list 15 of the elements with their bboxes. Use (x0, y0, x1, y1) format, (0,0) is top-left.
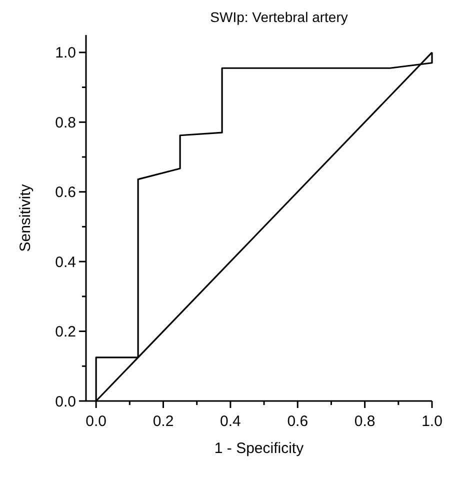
x-tick-label: 0.0 (86, 413, 107, 430)
x-tick-label: 0.2 (152, 413, 174, 430)
y-tick-label: 0.6 (55, 184, 76, 202)
y-tick-label: 0.8 (55, 114, 76, 132)
x-tick-label: 0.8 (354, 413, 376, 430)
chart-title: SWIp: Vertebral artery (210, 9, 348, 25)
y-axis-title: Sensitivity (17, 184, 34, 252)
x-tick-label: 1.0 (422, 413, 442, 430)
y-tick-label: 0.4 (55, 254, 76, 271)
y-tick-label: 1.0 (55, 44, 76, 62)
x-axis-title: 1 - Specificity (214, 440, 304, 457)
x-tick-label: 0.4 (220, 413, 241, 430)
x-tick-label: 0.6 (287, 413, 308, 430)
y-tick-label: 0.0 (55, 393, 76, 410)
y-tick-label: 0.2 (55, 324, 76, 341)
